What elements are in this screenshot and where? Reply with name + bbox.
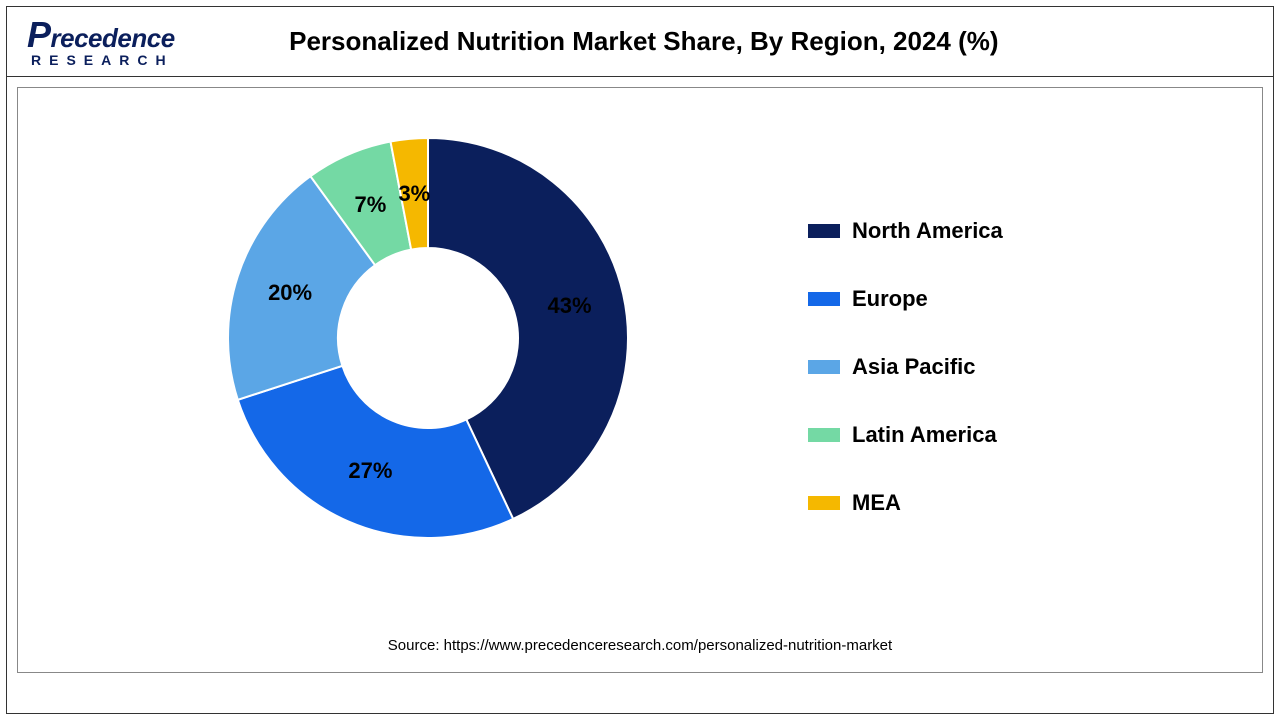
chart-title: Personalized Nutrition Market Share, By … <box>175 26 1253 57</box>
source-text: Source: https://www.precedenceresearch.c… <box>18 637 1262 654</box>
legend-label: Asia Pacific <box>852 354 976 380</box>
legend-item-latin-america: Latin America <box>808 422 1003 448</box>
slice-label-north-america: 43% <box>547 293 591 319</box>
header-row: Precedence RESEARCH Personalized Nutriti… <box>7 7 1273 77</box>
chart-region: 43% 27% 20% 7% 3% North America Europe Asia Pa… <box>17 87 1263 673</box>
logo-line1: Precedence <box>27 17 175 53</box>
slice-label-mea: 3% <box>398 181 430 207</box>
legend-swatch <box>808 224 840 238</box>
legend-item-north-america: North America <box>808 218 1003 244</box>
legend-label: North America <box>852 218 1003 244</box>
outer-border: Precedence RESEARCH Personalized Nutriti… <box>6 6 1274 714</box>
legend-item-europe: Europe <box>808 286 1003 312</box>
legend-swatch <box>808 360 840 374</box>
legend-swatch <box>808 428 840 442</box>
logo-line2: RESEARCH <box>31 53 175 67</box>
slice-label-europe: 27% <box>348 458 392 484</box>
logo: Precedence RESEARCH <box>27 17 175 67</box>
legend-swatch <box>808 292 840 306</box>
slice-label-latin-america: 7% <box>355 192 387 218</box>
legend-label: Europe <box>852 286 928 312</box>
legend: North America Europe Asia Pacific Latin Ame… <box>808 218 1003 516</box>
legend-swatch <box>808 496 840 510</box>
legend-label: MEA <box>852 490 901 516</box>
legend-item-asia-pacific: Asia Pacific <box>808 354 1003 380</box>
legend-item-mea: MEA <box>808 490 1003 516</box>
slice-label-asia-pacific: 20% <box>268 280 312 306</box>
legend-label: Latin America <box>852 422 997 448</box>
donut-chart: 43% 27% 20% 7% 3% <box>218 128 638 548</box>
slice-europe <box>238 366 513 538</box>
